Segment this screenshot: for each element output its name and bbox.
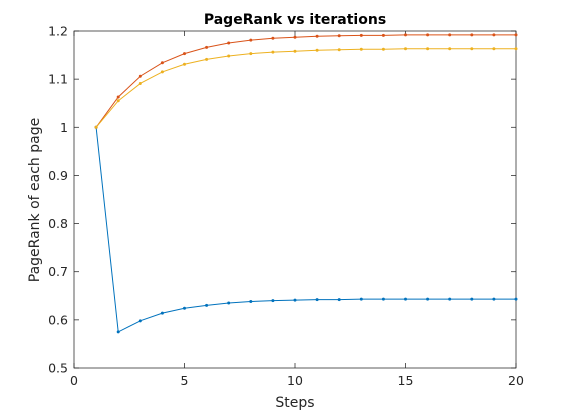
series-2-point	[426, 33, 430, 37]
series-1-point	[492, 297, 496, 301]
series-3-point	[160, 70, 164, 74]
series-1-point	[359, 297, 363, 301]
y-tick-label: 0.8	[48, 216, 68, 231]
series-2-line	[95, 34, 516, 128]
series-2-point	[160, 61, 164, 65]
series-1-point	[183, 306, 186, 310]
series-1-point	[138, 319, 142, 323]
y-tick-label: 1	[60, 120, 68, 135]
series-1-point	[160, 311, 164, 315]
series-1-point	[293, 298, 297, 302]
x-tick-label: 10	[287, 373, 303, 388]
x-tick-label: 5	[181, 373, 189, 388]
series-3-point	[183, 62, 186, 66]
series-3-point	[381, 47, 385, 51]
y-tick-label: 1.2	[48, 24, 68, 39]
series-2-point	[359, 33, 363, 37]
series-2-point	[293, 35, 297, 39]
series-3-point	[94, 125, 98, 129]
series-3-point	[359, 47, 363, 51]
y-tick-label: 0.7	[48, 264, 68, 279]
series-3-point	[337, 48, 341, 52]
series-3-point	[249, 52, 253, 56]
series-3-point	[205, 57, 209, 61]
series-3-point	[227, 54, 231, 58]
series-1-point	[315, 298, 319, 302]
series-3-point	[404, 47, 407, 51]
series-3-line	[95, 48, 516, 128]
series-1-point	[426, 297, 430, 301]
series-3-point	[116, 99, 120, 103]
series-2-point	[315, 34, 319, 38]
x-tick-label: 0	[70, 373, 78, 388]
series-2-point	[337, 34, 341, 38]
series-3-point	[492, 47, 496, 51]
series-2-point	[271, 36, 275, 40]
series-2-point	[138, 74, 142, 78]
series-3-point	[470, 47, 474, 51]
series-1-line	[95, 127, 516, 333]
y-tick-label: 0.5	[48, 361, 68, 376]
series-1-point	[227, 301, 231, 305]
series-3-point	[138, 81, 142, 85]
chart-title: PageRank vs iterations	[204, 12, 386, 28]
series-2-point	[183, 52, 186, 56]
series-2-point	[404, 33, 407, 37]
series-2-point	[227, 41, 231, 45]
series-2-point	[470, 33, 474, 37]
series-1-point	[205, 303, 209, 307]
series-1-point	[448, 297, 452, 301]
series-1-point	[470, 297, 474, 301]
series-2-point	[381, 33, 385, 37]
series-3-point	[271, 50, 275, 54]
plot-area: 0 5 10 15 20 0.5 0.6 0.7 0.8 0.9 1 1.1 1.2	[48, 24, 524, 389]
y-axis-label: PageRank of each page	[27, 118, 43, 282]
series-1-point	[271, 299, 275, 303]
y-tick-label: 0.6	[48, 312, 68, 327]
x-tick-label: 15	[398, 373, 414, 388]
series-1-point	[514, 297, 518, 301]
series-3-point	[514, 47, 518, 51]
y-tick-label: 1.1	[48, 72, 68, 87]
series-2-point	[492, 33, 496, 37]
series-1-point	[381, 297, 385, 301]
x-tick-label: 20	[508, 373, 524, 388]
series-1-point	[116, 330, 120, 334]
x-axis-label: Steps	[275, 395, 314, 411]
series-1-point	[337, 298, 341, 302]
series-2-point	[205, 45, 209, 49]
series-3-point	[315, 48, 319, 52]
series-2-point	[448, 33, 452, 37]
series-2-point	[249, 38, 253, 42]
series-2-point	[116, 95, 120, 99]
series-2-point	[514, 33, 518, 37]
series-1-point	[249, 300, 253, 304]
series-3-point	[426, 47, 430, 51]
series-3-point	[293, 49, 297, 53]
series-1-point	[404, 297, 407, 301]
series-3-point	[448, 47, 452, 51]
y-tick-label: 0.9	[48, 168, 68, 183]
